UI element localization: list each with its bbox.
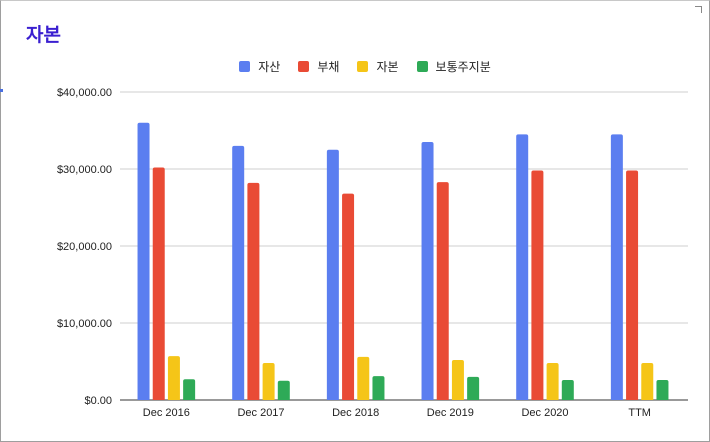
corner-marker-icon [695,6,702,13]
legend-item-series-3[interactable]: 보통주지분 [416,58,491,75]
x-tick-label: Dec 2018 [332,407,379,419]
bar[interactable] [326,149,339,400]
y-tick-label: $30,000.00 [57,164,112,176]
y-tick-label: $10,000.00 [57,318,112,330]
legend-swatch-series-0 [239,61,251,72]
legend-swatch-series-2 [357,61,369,72]
bar[interactable] [641,363,654,400]
bar[interactable] [247,182,260,400]
legend-swatch-series-3 [416,61,428,72]
bar[interactable] [277,380,290,400]
bar[interactable] [262,363,275,400]
bar[interactable] [183,379,196,400]
bar[interactable] [546,363,559,400]
y-tick-label: $0.00 [84,395,112,407]
bar[interactable] [357,356,370,400]
bar[interactable] [137,122,150,401]
bar[interactable] [372,376,385,400]
legend-label-series-3: 보통주지분 [435,60,491,74]
bar[interactable] [610,134,623,400]
legend-item-series-0[interactable]: 자산 [239,58,280,75]
legend-label-series-1: 부채 [317,60,340,74]
bar[interactable] [626,170,639,400]
bar[interactable] [561,379,574,400]
bar[interactable] [656,379,669,400]
x-tick-label: TTM [628,407,651,419]
x-tick-label: Dec 2017 [237,407,284,419]
chart-legend: 자산 부채 자본 보통주지분 [0,58,710,75]
chart-title: 자본 [26,24,61,46]
bar[interactable] [421,142,434,401]
legend-label-series-0: 자산 [258,60,281,74]
bar[interactable] [232,145,245,400]
x-tick-label: Dec 2016 [143,407,190,419]
bar[interactable] [152,167,165,400]
edge-marker-icon [0,89,3,92]
bar[interactable] [451,359,464,400]
x-tick-label: Dec 2019 [427,407,474,419]
y-tick-label: $20,000.00 [57,241,112,253]
legend-item-series-1[interactable]: 부채 [298,58,339,75]
legend-label-series-2: 자본 [376,60,399,74]
bar[interactable] [467,376,480,400]
bar[interactable] [167,356,180,400]
y-tick-label: $40,000.00 [57,87,112,99]
x-tick-label: Dec 2020 [521,407,568,419]
legend-item-series-2[interactable]: 자본 [357,58,399,75]
bar[interactable] [516,134,529,400]
bar[interactable] [436,182,449,400]
legend-swatch-series-1 [298,61,310,72]
bar[interactable] [342,193,355,400]
bar[interactable] [531,170,544,400]
